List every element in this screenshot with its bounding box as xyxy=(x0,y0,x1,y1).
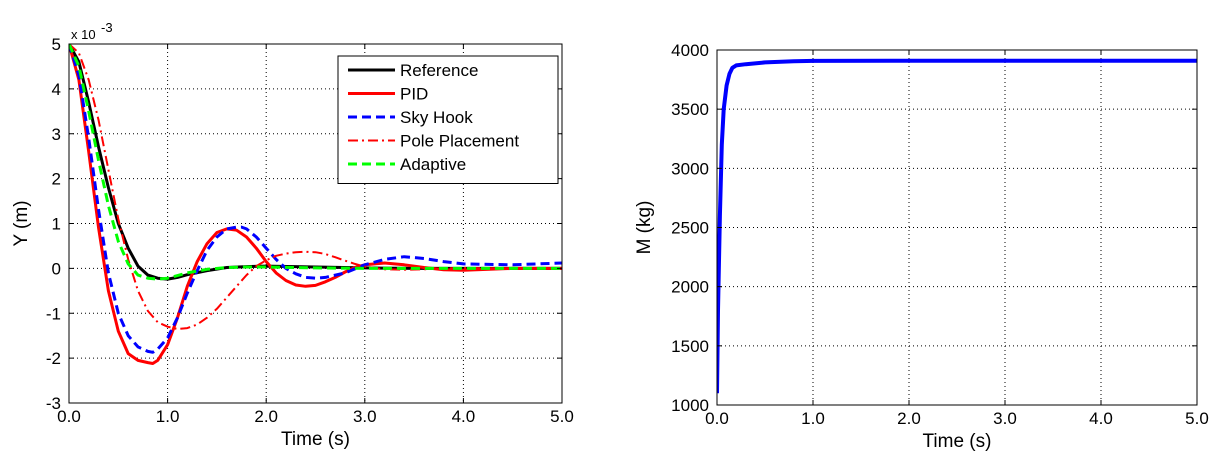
x-tick-label: 3.0 xyxy=(993,409,1017,428)
x-tick-label: 1.0 xyxy=(801,409,825,428)
y-tick-label: 1500 xyxy=(671,337,709,356)
legend-label: PID xyxy=(400,85,428,104)
x-tick-label: 2.0 xyxy=(897,409,921,428)
y-tick-label: 3500 xyxy=(671,100,709,119)
x-tick-label: 5.0 xyxy=(1185,409,1209,428)
legend-label: Sky Hook xyxy=(400,108,473,127)
y-axis-label: M (kg) xyxy=(634,201,655,255)
x-tick-label: 3.0 xyxy=(353,407,377,426)
chart-displacement: 0.0 1.0 2.0 3.0 4.0 5.0 -3 -2 -1 0 1 2 3 4 5 Time (s) Y … xyxy=(11,20,574,450)
x-tick-label: 2.0 xyxy=(254,407,278,426)
x-tick-label: 0.0 xyxy=(705,409,729,428)
y-tick-label: 1 xyxy=(52,215,61,234)
x-tick-label: 4.0 xyxy=(1089,409,1113,428)
series-line-pid xyxy=(69,44,562,365)
y-tick-label: 0 xyxy=(52,259,61,278)
y-tick-label: 1000 xyxy=(671,396,709,415)
x-tick-label: 0.0 xyxy=(57,407,81,426)
y-tick-label: 2 xyxy=(52,170,61,189)
series-line-pole-placement xyxy=(69,44,562,330)
y-tick-label: 3000 xyxy=(671,159,709,178)
x-axis-label: Time (s) xyxy=(923,431,992,452)
legend: Reference PID Sky Hook Pole Placement Adapti… xyxy=(337,55,559,184)
x-axis-label: Time (s) xyxy=(281,429,350,450)
y-tick-label: -2 xyxy=(46,349,61,368)
y-multiplier-label: x 10 xyxy=(71,27,96,42)
legend-label: Adaptive xyxy=(400,155,466,174)
y-tick-label: 2500 xyxy=(671,219,709,238)
y-tick-label: -3 xyxy=(46,394,61,413)
chart-mass: 0.0 1.0 2.0 3.0 4.0 5.0 1000 1500 2000 2500 3000 35… xyxy=(634,41,1209,452)
series-line-sky-hook xyxy=(69,44,562,354)
y-multiplier-exponent: -3 xyxy=(101,20,113,35)
y-tick-label: 3 xyxy=(52,125,61,144)
series-line-adaptive xyxy=(69,44,562,281)
y-tick-label: 4 xyxy=(52,80,61,99)
y-tick-label: 4000 xyxy=(671,41,709,60)
series-group xyxy=(69,44,562,365)
series-line-reference xyxy=(69,44,562,281)
x-tick-label: 4.0 xyxy=(452,407,476,426)
y-tick-label: -1 xyxy=(46,304,61,323)
legend-label: Pole Placement xyxy=(400,132,519,151)
y-tick-label: 2000 xyxy=(671,278,709,297)
legend-box xyxy=(337,55,559,184)
x-tick-label: 5.0 xyxy=(550,407,574,426)
x-tick-label: 1.0 xyxy=(156,407,180,426)
legend-label: Reference xyxy=(400,61,478,80)
y-tick-label: 5 xyxy=(52,35,61,54)
y-axis-label: Y (m) xyxy=(11,200,32,246)
